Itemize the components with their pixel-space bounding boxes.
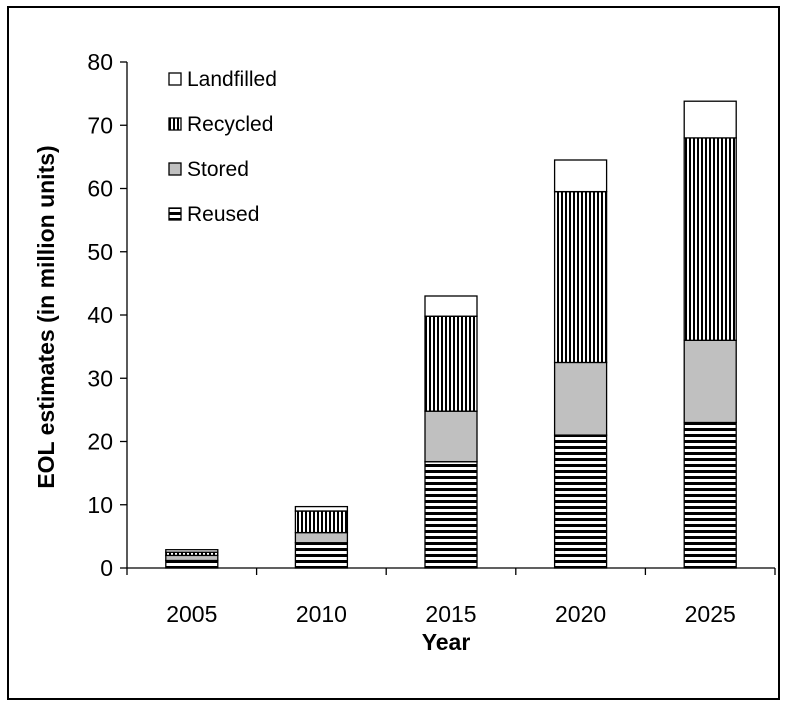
x-tick-label: 2020	[555, 601, 606, 627]
x-axis-label: Year	[422, 629, 471, 655]
legend: Landfilled Recycled Stored Reused	[168, 68, 277, 226]
bar-recycled-2025	[683, 137, 737, 341]
x-tick-label: 2010	[296, 601, 347, 627]
y-tick-label: 20	[87, 429, 113, 455]
bar-reused-2015	[424, 461, 478, 569]
bar-recycled-2010	[294, 510, 349, 534]
bar-landfilled-2005	[165, 549, 219, 553]
y-tick-label: 70	[87, 112, 113, 138]
bar-stored-2015	[424, 410, 478, 463]
bar-reused-2010	[294, 542, 349, 569]
y-tick-label: 80	[87, 49, 113, 75]
bar-stored-2005	[165, 554, 219, 562]
bar-reused-2025	[683, 421, 737, 569]
stacked-bar-chart: 0 10 20 30 40 50 60 70 80 2005 2010 2015 2020 2025 La…	[33, 49, 776, 655]
bar-landfilled-2010	[294, 505, 349, 512]
legend-swatch	[168, 207, 182, 221]
legend-item-stored: Stored	[168, 158, 249, 181]
y-axis-label: EOL estimates (in million units)	[33, 145, 59, 488]
legend-swatch	[168, 117, 182, 131]
bar-stored-2010	[294, 531, 349, 544]
y-tick-label: 60	[87, 176, 113, 202]
legend-label: Recycled	[187, 113, 273, 136]
bar-reused-2005	[165, 559, 219, 569]
legend-item-landfilled: Landfilled	[168, 68, 277, 91]
bar-stored-2025	[683, 339, 737, 424]
y-tick-label: 10	[87, 492, 113, 518]
y-tick-label: 50	[87, 239, 113, 265]
chart-frame: 0 10 20 30 40 50 60 70 80 2005 2010 2015 2020 2025 La…	[7, 6, 780, 700]
legend-label: Landfilled	[187, 68, 277, 91]
legend-label: Reused	[187, 203, 259, 226]
x-tick-label: 2005	[166, 601, 217, 627]
bar-landfilled-2015	[424, 295, 478, 317]
legend-swatch	[168, 162, 182, 176]
bar-landfilled-2025	[683, 100, 737, 139]
bar-recycled-2020	[553, 191, 608, 364]
legend-label: Stored	[187, 158, 249, 181]
legend-swatch	[168, 72, 182, 86]
y-tick-label: 0	[100, 555, 113, 581]
axes: 0 10 20 30 40 50 60 70 80 2005 2010 2015 2020 2025	[87, 49, 776, 627]
y-tick-label: 30	[87, 365, 113, 391]
y-tick-label: 40	[87, 302, 113, 328]
legend-item-reused: Reused	[168, 203, 259, 226]
x-tick-label: 2025	[685, 601, 736, 627]
x-tick-label: 2015	[425, 601, 476, 627]
legend-item-recycled: Recycled	[168, 113, 273, 136]
plot-area	[165, 100, 737, 569]
bar-recycled-2015	[424, 315, 478, 412]
bar-landfilled-2020	[553, 159, 608, 193]
bar-stored-2020	[553, 361, 608, 436]
bar-reused-2020	[553, 434, 608, 569]
